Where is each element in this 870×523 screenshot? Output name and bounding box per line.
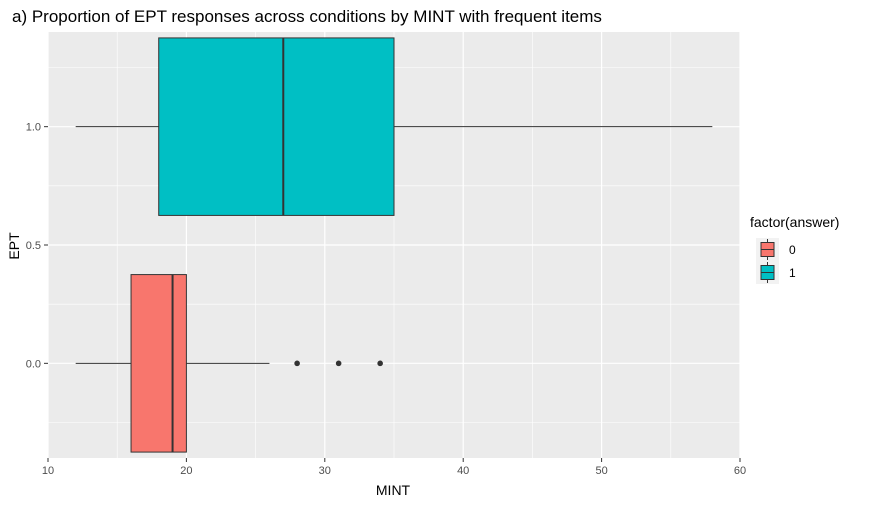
y-axis-label: EPT <box>6 232 22 260</box>
box-series-1 <box>75 37 713 216</box>
legend: factor(answer) 0 1 <box>750 214 839 284</box>
outlier-point <box>377 360 383 367</box>
outlier-point <box>294 360 300 367</box>
legend-title: factor(answer) <box>750 214 839 230</box>
x-tick-label: 60 <box>734 465 746 477</box>
legend-key-0 <box>756 238 779 261</box>
x-axis-label: MINT <box>376 482 411 498</box>
y-axis-ticks: 0.0 0.5 1.0 <box>26 122 48 370</box>
box-series-0 <box>75 274 383 453</box>
x-tick-label: 50 <box>595 465 607 477</box>
legend-label-0: 0 <box>789 243 796 257</box>
outlier-point <box>335 360 342 367</box>
legend-label-1: 1 <box>789 266 796 280</box>
y-tick-label: 1.0 <box>26 122 41 134</box>
boxplot-series <box>75 37 713 453</box>
legend-key-1 <box>756 261 779 284</box>
box-iqr <box>158 37 395 216</box>
chart-title: a) Proportion of EPT responses across co… <box>12 7 602 26</box>
y-tick-label: 0.5 <box>26 240 41 252</box>
y-tick-label: 0.0 <box>26 358 41 370</box>
x-tick-label: 40 <box>457 465 469 477</box>
x-tick-label: 20 <box>180 465 192 477</box>
box-iqr <box>130 274 187 453</box>
x-axis-ticks: 10 20 30 40 50 60 <box>42 458 746 477</box>
x-tick-label: 10 <box>42 465 54 477</box>
x-tick-label: 30 <box>319 465 331 477</box>
